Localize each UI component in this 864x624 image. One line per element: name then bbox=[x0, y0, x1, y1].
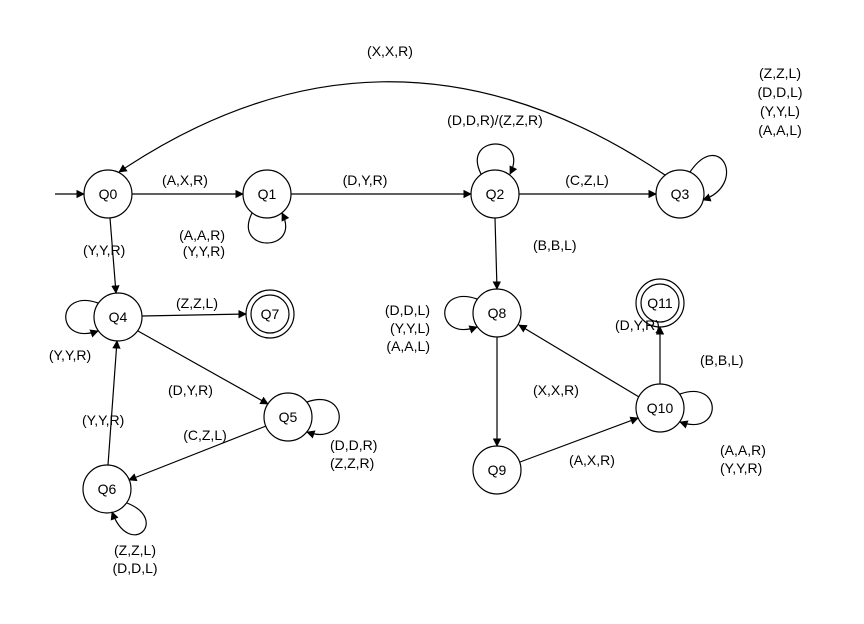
edge-q10-q8-label: (D,Y,R) bbox=[615, 317, 660, 333]
node-q11: Q11 bbox=[636, 279, 684, 327]
edge-q4-q7-label: (Z,Z,L) bbox=[176, 295, 218, 311]
edge-q8-loop bbox=[445, 296, 477, 329]
node-q8: Q8 bbox=[473, 289, 521, 337]
edge-q4-loop-label: (Y,Y,R) bbox=[49, 347, 91, 363]
node-q0: Q0 bbox=[84, 170, 132, 218]
edge-q6-q4-label: (Y,Y,R) bbox=[82, 412, 124, 428]
edge-q3-q0 bbox=[119, 82, 665, 175]
svg-text:Q9: Q9 bbox=[488, 462, 507, 478]
edge-q4-loop bbox=[66, 300, 98, 333]
node-q9: Q9 bbox=[473, 446, 521, 494]
node-q7: Q7 bbox=[246, 290, 294, 338]
edge-q6-loop-label-1: (Z,Z,L) bbox=[114, 542, 156, 558]
svg-text:Q0: Q0 bbox=[99, 186, 118, 202]
edge-q1-loop-label-2: (Y,Y,R) bbox=[183, 243, 225, 259]
edge-q3-q0-label: (X,X,R) bbox=[367, 43, 413, 59]
edge-q3-loop-label-3: (Y,Y,L) bbox=[760, 103, 800, 119]
edge-q3-loop-label-1: (Z,Z,L) bbox=[759, 65, 801, 81]
edge-q8-q9-label: (X,X,R) bbox=[533, 382, 579, 398]
node-q1: Q1 bbox=[243, 170, 291, 218]
svg-text:Q10: Q10 bbox=[647, 400, 674, 416]
svg-text:Q11: Q11 bbox=[647, 295, 673, 311]
edge-q10-loop bbox=[680, 391, 712, 424]
edge-q1-loop-label-1: (A,A,R) bbox=[179, 227, 225, 243]
edge-q6-loop bbox=[112, 503, 146, 535]
edge-q2-q3-label: (C,Z,L) bbox=[565, 172, 609, 188]
edge-q2-q8-label: (B,B,L) bbox=[533, 237, 577, 253]
edge-q8-loop-label-2: (Y,Y,L) bbox=[390, 320, 430, 336]
svg-text:Q6: Q6 bbox=[98, 481, 117, 497]
edge-q8-loop-label-3: (A,A,L) bbox=[386, 338, 430, 354]
edge-q10-q11-label: (B,B,L) bbox=[700, 352, 744, 368]
edge-q1-q2-label: (D,Y,R) bbox=[343, 172, 388, 188]
edge-q5-loop-label-1: (D,D,R) bbox=[330, 437, 377, 453]
edge-q0-q4-label: (Y,Y,R) bbox=[83, 242, 125, 258]
node-q3: Q3 bbox=[656, 170, 704, 218]
node-q10: Q10 bbox=[636, 384, 684, 432]
node-q6: Q6 bbox=[83, 465, 131, 513]
edge-q6-q4 bbox=[108, 341, 117, 465]
edge-q10-loop-label-1: (A,A,R) bbox=[720, 442, 766, 458]
edge-q8-loop-label-1: (D,D,L) bbox=[385, 302, 430, 318]
edge-q4-q7 bbox=[142, 314, 246, 316]
edge-q5-q6-label: (C,Z,L) bbox=[183, 427, 227, 443]
svg-text:Q7: Q7 bbox=[261, 306, 280, 322]
state-diagram: (A,X,R) (D,Y,R) (C,Z,L) (X,X,R) (Y,Y,R) … bbox=[0, 0, 864, 624]
edge-q3-loop-label-4: (A,A,L) bbox=[758, 122, 802, 138]
svg-text:Q4: Q4 bbox=[109, 309, 128, 325]
edge-q3-loop bbox=[690, 155, 727, 200]
edge-q3-loop-label-2: (D,D,L) bbox=[757, 84, 802, 100]
node-q4: Q4 bbox=[94, 293, 142, 341]
edge-q6-loop-label-2: (D,D,L) bbox=[112, 560, 157, 576]
node-q5: Q5 bbox=[264, 393, 312, 441]
svg-text:Q8: Q8 bbox=[488, 305, 507, 321]
svg-text:Q3: Q3 bbox=[671, 186, 690, 202]
svg-text:Q5: Q5 bbox=[279, 409, 298, 425]
edge-q2-loop-label: (D,D,R)/(Z,Z,R) bbox=[447, 112, 543, 128]
edge-q4-q5-label: (D,Y,R) bbox=[168, 382, 213, 398]
edge-q5-loop-label-2: (Z,Z,R) bbox=[330, 455, 374, 471]
edge-q2-q8 bbox=[495, 218, 497, 289]
edge-q0-q1-label: (A,X,R) bbox=[162, 172, 208, 188]
svg-text:Q1: Q1 bbox=[258, 186, 277, 202]
edge-q10-loop-label-2: (Y,Y,R) bbox=[720, 460, 762, 476]
node-q2: Q2 bbox=[471, 170, 519, 218]
svg-text:Q2: Q2 bbox=[486, 186, 505, 202]
edge-q9-q10-label: (A,X,R) bbox=[569, 452, 615, 468]
